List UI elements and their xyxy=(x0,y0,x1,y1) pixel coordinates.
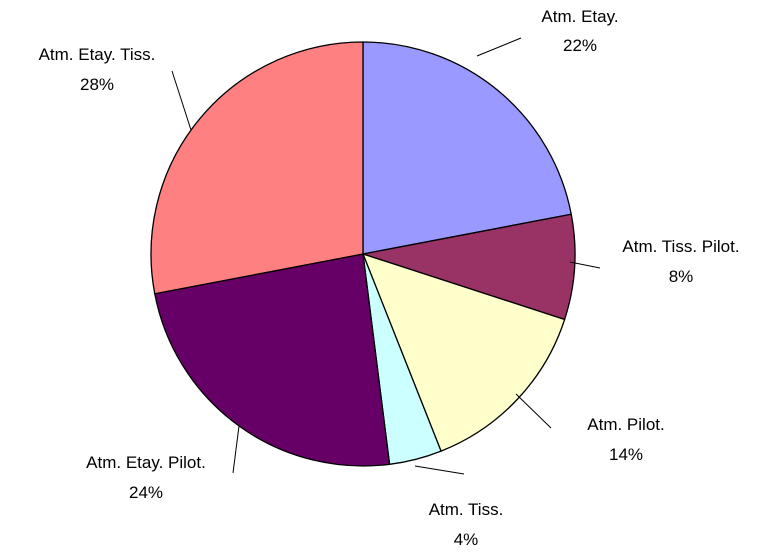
slice-label-percent-2: 8% xyxy=(669,267,694,286)
slice-label-name-6: Atm. Etay. Tiss. xyxy=(39,45,156,64)
leader-lines xyxy=(171,37,601,475)
slice-label-percent-5: 24% xyxy=(129,483,163,502)
slice-label-percent-4: 4% xyxy=(454,530,479,549)
slice-label-name-2: Atm. Tiss. Pilot. xyxy=(622,237,739,256)
pie-slice-3 xyxy=(362,253,566,452)
leader-line-1 xyxy=(476,37,522,57)
slice-label-name-3: Atm. Pilot. xyxy=(587,415,664,434)
slice-label-name-5: Atm. Etay. Pilot. xyxy=(86,453,206,472)
pie-slice-6 xyxy=(150,41,364,295)
slice-label-percent-6: 28% xyxy=(80,75,114,94)
leader-line-4 xyxy=(414,465,465,475)
leader-line-6 xyxy=(171,70,192,131)
leader-line-3 xyxy=(515,393,552,429)
pie-slice-2 xyxy=(362,213,576,321)
slice-label-name-1: Atm. Etay. xyxy=(541,7,618,26)
pie-slice-5 xyxy=(154,253,391,467)
data-labels: Atm. Etay. 22% Atm. Tiss. Pilot. 8% Atm. Pil… xyxy=(39,7,740,549)
pie-slices xyxy=(150,41,576,467)
slice-label-name-4: Atm. Tiss. xyxy=(429,500,504,519)
leader-line-5 xyxy=(232,425,240,474)
slice-label-percent-3: 14% xyxy=(609,445,643,464)
slice-label-percent-1: 22% xyxy=(563,36,597,55)
leader-line-2 xyxy=(569,261,601,269)
pie-slice-1 xyxy=(362,41,572,255)
